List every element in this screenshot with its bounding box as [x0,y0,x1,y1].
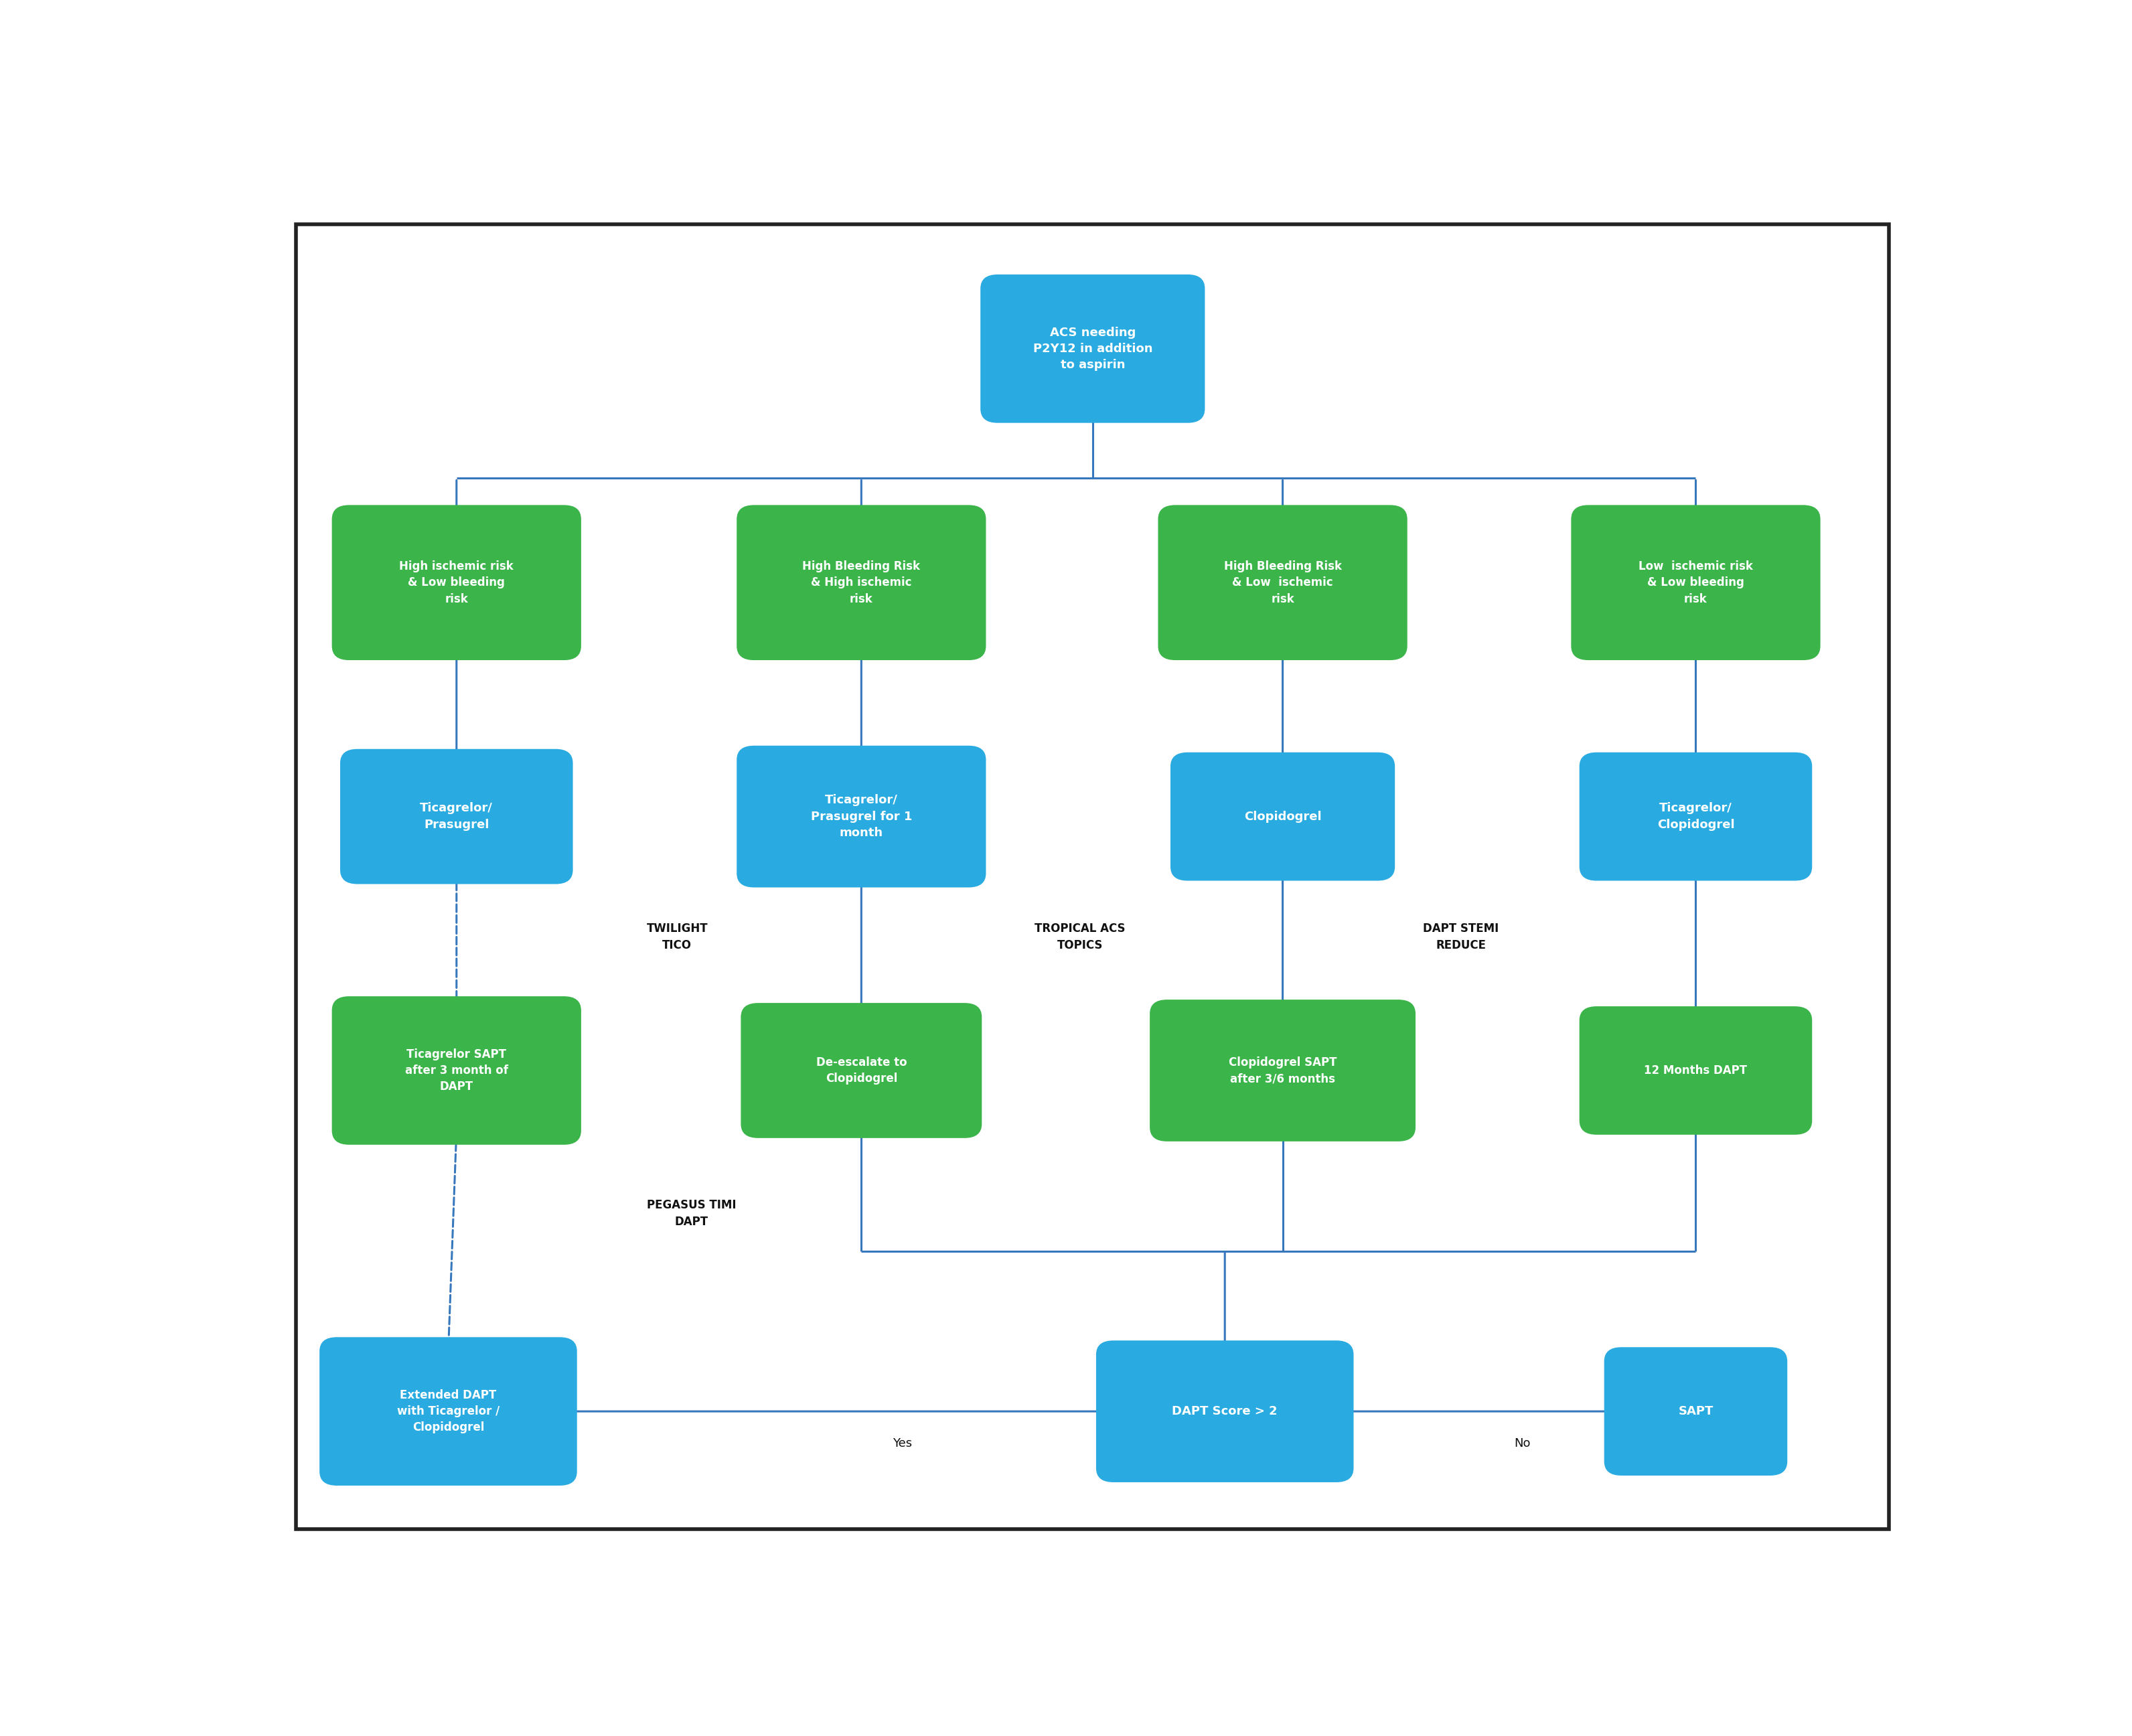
Text: DAPT Score > 2: DAPT Score > 2 [1173,1406,1277,1417]
Text: Extended DAPT
with Ticagrelor /
Clopidogrel: Extended DAPT with Ticagrelor / Clopidog… [397,1389,499,1434]
Text: No: No [1514,1437,1531,1450]
FancyBboxPatch shape [333,996,580,1144]
FancyBboxPatch shape [320,1338,576,1484]
Text: Ticagrelor/
Prasugrel: Ticagrelor/ Prasugrel [420,802,492,832]
FancyBboxPatch shape [341,750,571,884]
FancyBboxPatch shape [1571,505,1819,660]
Text: TROPICAL ACS
TOPICS: TROPICAL ACS TOPICS [1034,922,1126,951]
FancyBboxPatch shape [742,1003,981,1137]
FancyBboxPatch shape [333,505,580,660]
FancyBboxPatch shape [738,505,985,660]
Text: High ischemic risk
& Low bleeding
risk: High ischemic risk & Low bleeding risk [399,561,514,604]
Text: PEGASUS TIMI
DAPT: PEGASUS TIMI DAPT [646,1200,736,1227]
Text: Clopidogrel SAPT
after 3/6 months: Clopidogrel SAPT after 3/6 months [1228,1055,1337,1085]
Text: High Bleeding Risk
& High ischemic
risk: High Bleeding Risk & High ischemic risk [802,561,921,604]
Text: Ticagrelor/
Prasugrel for 1
month: Ticagrelor/ Prasugrel for 1 month [810,795,912,838]
FancyBboxPatch shape [1170,753,1394,880]
Text: Ticagrelor SAPT
after 3 month of
DAPT: Ticagrelor SAPT after 3 month of DAPT [405,1049,507,1092]
FancyBboxPatch shape [1580,1007,1812,1134]
FancyBboxPatch shape [1605,1347,1787,1476]
Text: SAPT: SAPT [1678,1406,1714,1417]
FancyBboxPatch shape [1160,505,1407,660]
FancyBboxPatch shape [1151,1000,1416,1141]
Text: High Bleeding Risk
& Low  ischemic
risk: High Bleeding Risk & Low ischemic risk [1224,561,1341,604]
FancyBboxPatch shape [738,746,985,887]
FancyBboxPatch shape [981,274,1205,422]
Text: Yes: Yes [893,1437,912,1450]
Text: Clopidogrel: Clopidogrel [1243,811,1322,823]
FancyBboxPatch shape [1096,1342,1354,1481]
Text: Low  ischemic risk
& Low bleeding
risk: Low ischemic risk & Low bleeding risk [1640,561,1753,604]
Text: TWILIGHT
TICO: TWILIGHT TICO [646,922,708,951]
Text: ACS needing
P2Y12 in addition
to aspirin: ACS needing P2Y12 in addition to aspirin [1032,326,1153,372]
Text: Ticagrelor/
Clopidogrel: Ticagrelor/ Clopidogrel [1657,802,1735,832]
FancyBboxPatch shape [296,224,1889,1529]
Text: De-escalate to
Clopidogrel: De-escalate to Clopidogrel [817,1055,906,1085]
Text: DAPT STEMI
REDUCE: DAPT STEMI REDUCE [1422,922,1499,951]
Text: 12 Months DAPT: 12 Months DAPT [1644,1064,1748,1076]
FancyBboxPatch shape [1580,753,1812,880]
